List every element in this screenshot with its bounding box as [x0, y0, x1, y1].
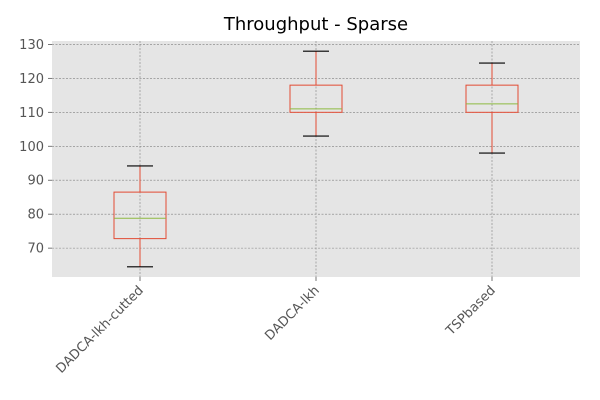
y-tick-label: 120 [19, 72, 44, 87]
y-tick-label: 130 [19, 38, 44, 53]
chart-title: Throughput - Sparse [223, 14, 408, 35]
box-iqr [465, 84, 519, 113]
y-tick-label: 90 [27, 174, 44, 189]
x-tick-label: TSPbased [443, 283, 499, 339]
box-iqr [113, 191, 167, 240]
x-tick-label: DADCA-lkh-cutted [54, 283, 147, 376]
plot-area: 70 80 90 100 110 120 130 DADCA-lkh-cutted DADCA-… [19, 38, 580, 377]
y-tick-label: 110 [19, 106, 44, 121]
y-tick-label: 80 [27, 208, 44, 223]
y-tick-label: 70 [27, 242, 44, 257]
x-tick-label: DADCA-lkh [262, 283, 322, 343]
y-tick-label: 100 [19, 140, 44, 155]
box-iqr [289, 84, 343, 113]
